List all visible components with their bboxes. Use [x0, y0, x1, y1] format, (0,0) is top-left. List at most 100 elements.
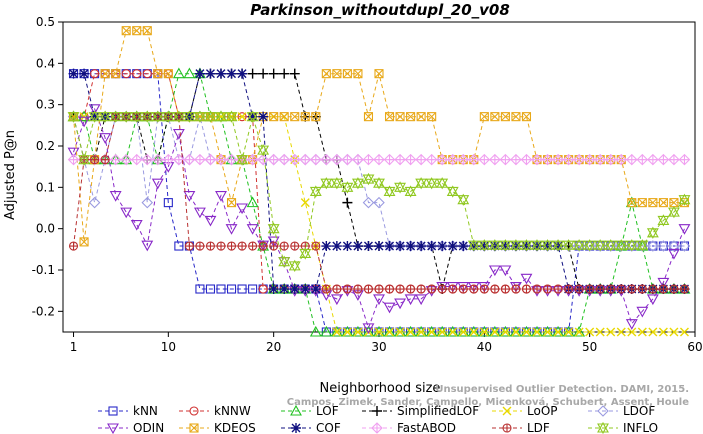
data-point: [511, 284, 521, 294]
data-point: [637, 284, 647, 294]
data-point: [225, 224, 238, 235]
data-point: [448, 284, 458, 294]
y-axis-label: Adjusted P@n: [3, 130, 18, 220]
data-point: [195, 241, 205, 251]
data-point: [406, 112, 416, 122]
data-point: [573, 153, 585, 166]
data-point: [552, 153, 564, 166]
data-point: [657, 240, 670, 252]
data-point: [416, 241, 427, 252]
data-point: [416, 112, 426, 122]
data-point: [373, 196, 385, 209]
data-point: [172, 129, 185, 140]
data-point: [679, 284, 690, 294]
data-point: [373, 177, 385, 190]
series-kdeos: [68, 26, 690, 247]
data-point: [437, 241, 448, 252]
data-point: [299, 247, 312, 260]
data-point: [647, 153, 659, 166]
data-point: [510, 153, 522, 166]
data-point: [236, 203, 249, 215]
data-point: [300, 112, 310, 122]
data-point: [342, 197, 353, 208]
legend-label: LOF: [316, 404, 339, 418]
data-point: [394, 298, 407, 310]
data-point: [67, 110, 80, 123]
data-point: [257, 153, 269, 166]
legend-label: INFLO: [623, 421, 658, 434]
data-point: [141, 153, 154, 166]
data-point: [395, 327, 405, 337]
axes: 1 10 20 30 40 50 60 -0.2 -0.1 0.0 0.1 0.2 0.3 0.4 0.5: [32, 15, 703, 354]
data-point: [362, 172, 375, 186]
data-point: [395, 284, 405, 294]
data-point: [595, 284, 605, 294]
data-point: [372, 406, 382, 416]
data-point: [678, 153, 691, 166]
data-point: [657, 214, 670, 227]
data-point: [258, 111, 269, 122]
data-point: [363, 241, 374, 252]
data-point: [142, 69, 152, 79]
x-tick-label: 60: [687, 340, 702, 354]
legend-label: kNN: [133, 404, 158, 418]
data-point: [267, 222, 280, 235]
y-tick-label: 0.5: [36, 15, 55, 29]
data-point: [153, 69, 163, 79]
series-line: [73, 116, 685, 247]
data-point: [427, 327, 437, 337]
data-point: [288, 153, 301, 166]
data-point: [216, 112, 226, 122]
data-point: [521, 327, 531, 337]
data-point: [226, 68, 237, 79]
data-point: [636, 239, 649, 252]
legend-item: COF: [281, 421, 341, 434]
data-point: [404, 185, 417, 198]
data-point: [479, 112, 489, 122]
data-point: [532, 327, 542, 337]
data-point: [258, 241, 268, 251]
data-point: [99, 110, 112, 123]
data-point: [79, 237, 89, 247]
data-point: [646, 226, 659, 239]
data-point: [669, 327, 679, 337]
legend-item: KDEOS: [179, 421, 256, 434]
data-point: [490, 284, 500, 294]
data-point: [394, 153, 406, 166]
data-point: [269, 241, 279, 251]
legend-label: LDOF: [623, 404, 655, 418]
data-point: [205, 68, 216, 79]
data-point: [237, 68, 248, 79]
data-point: [532, 284, 542, 294]
data-point: [151, 110, 164, 123]
data-point: [648, 198, 658, 208]
data-point: [542, 284, 553, 294]
data-point: [321, 284, 331, 294]
data-point: [542, 241, 553, 252]
data-point: [341, 325, 354, 337]
data-point: [108, 406, 118, 416]
data-point: [468, 153, 480, 166]
legend-label: FastABOD: [397, 421, 456, 434]
data-point: [88, 196, 101, 209]
data-point: [543, 327, 553, 337]
data-point: [299, 153, 312, 166]
data-point: [300, 284, 311, 295]
data-point: [109, 153, 122, 166]
data-point: [204, 215, 217, 227]
data-point: [636, 306, 649, 318]
data-point: [468, 241, 479, 252]
data-point: [594, 153, 606, 166]
y-tick-label: -0.2: [32, 304, 55, 318]
data-point: [172, 67, 185, 79]
data-point: [279, 68, 290, 79]
data-point: [342, 327, 352, 337]
data-point: [107, 423, 119, 434]
data-point: [172, 110, 185, 123]
data-point: [237, 284, 247, 294]
data-point: [290, 404, 302, 416]
data-point: [183, 67, 196, 79]
data-point: [194, 153, 206, 166]
data-point: [658, 284, 668, 294]
